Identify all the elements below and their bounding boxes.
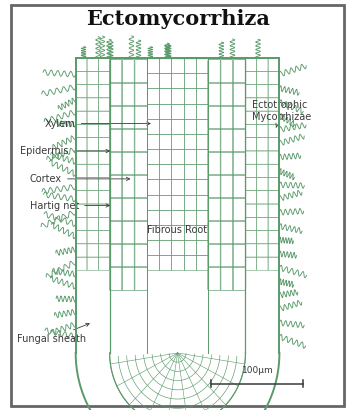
Bar [147, 164, 159, 179]
Bar [147, 225, 159, 240]
Text: Cortex: Cortex [30, 174, 130, 184]
Bar [172, 58, 184, 73]
Bar [159, 255, 172, 270]
Bar [184, 225, 196, 240]
Bar [159, 179, 172, 194]
Bar [196, 149, 208, 164]
Text: 100μm: 100μm [242, 366, 273, 375]
Bar [159, 88, 172, 104]
Bar [196, 164, 208, 179]
Bar [184, 164, 196, 179]
Bar [196, 210, 208, 225]
Bar [147, 73, 159, 88]
Text: Ectotrophic
Mycorrhizae: Ectotrophic Mycorrhizae [252, 100, 311, 127]
Bar [184, 88, 196, 104]
Bar [159, 164, 172, 179]
Bar [172, 104, 184, 119]
Text: Fibrous Root: Fibrous Root [148, 225, 208, 235]
Bar [184, 73, 196, 88]
Bar [172, 194, 184, 210]
Bar [196, 119, 208, 134]
Text: Epidermis: Epidermis [21, 146, 109, 156]
Bar [147, 58, 159, 73]
Bar [159, 58, 172, 73]
Bar [184, 58, 196, 73]
Bar [147, 179, 159, 194]
Bar [184, 149, 196, 164]
Bar [172, 210, 184, 225]
Bar [196, 58, 208, 73]
Bar [184, 104, 196, 119]
Text: Ectomycorrhiza: Ectomycorrhiza [86, 9, 269, 29]
Bar [196, 134, 208, 149]
Bar [159, 149, 172, 164]
Bar [172, 240, 184, 255]
Bar [147, 210, 159, 225]
Bar [147, 134, 159, 149]
Bar [184, 179, 196, 194]
Bar [196, 73, 208, 88]
Bar [184, 255, 196, 270]
Bar [196, 240, 208, 255]
Bar [196, 88, 208, 104]
Bar [147, 149, 159, 164]
Bar [147, 240, 159, 255]
Text: Xylem: Xylem [45, 119, 150, 129]
Bar [147, 88, 159, 104]
Bar [159, 210, 172, 225]
Bar [159, 194, 172, 210]
Bar [184, 119, 196, 134]
Bar [147, 119, 159, 134]
Bar [184, 210, 196, 225]
Bar [172, 73, 184, 88]
Bar [196, 194, 208, 210]
Text: Hartig net: Hartig net [30, 201, 109, 210]
Bar [196, 225, 208, 240]
Bar [196, 255, 208, 270]
Bar [159, 104, 172, 119]
Bar [172, 88, 184, 104]
Bar [147, 194, 159, 210]
Bar [172, 225, 184, 240]
Bar [196, 179, 208, 194]
Bar [147, 255, 159, 270]
Bar [172, 119, 184, 134]
Bar [172, 134, 184, 149]
Bar [196, 104, 208, 119]
Bar [172, 149, 184, 164]
Bar [159, 240, 172, 255]
Bar [184, 134, 196, 149]
Bar [159, 73, 172, 88]
Bar [159, 225, 172, 240]
Bar [159, 119, 172, 134]
Bar [159, 134, 172, 149]
Bar [172, 179, 184, 194]
Bar [184, 240, 196, 255]
Bar [172, 255, 184, 270]
Bar [147, 104, 159, 119]
Bar [172, 164, 184, 179]
Bar [184, 194, 196, 210]
Text: Fungal sheath: Fungal sheath [17, 323, 89, 344]
